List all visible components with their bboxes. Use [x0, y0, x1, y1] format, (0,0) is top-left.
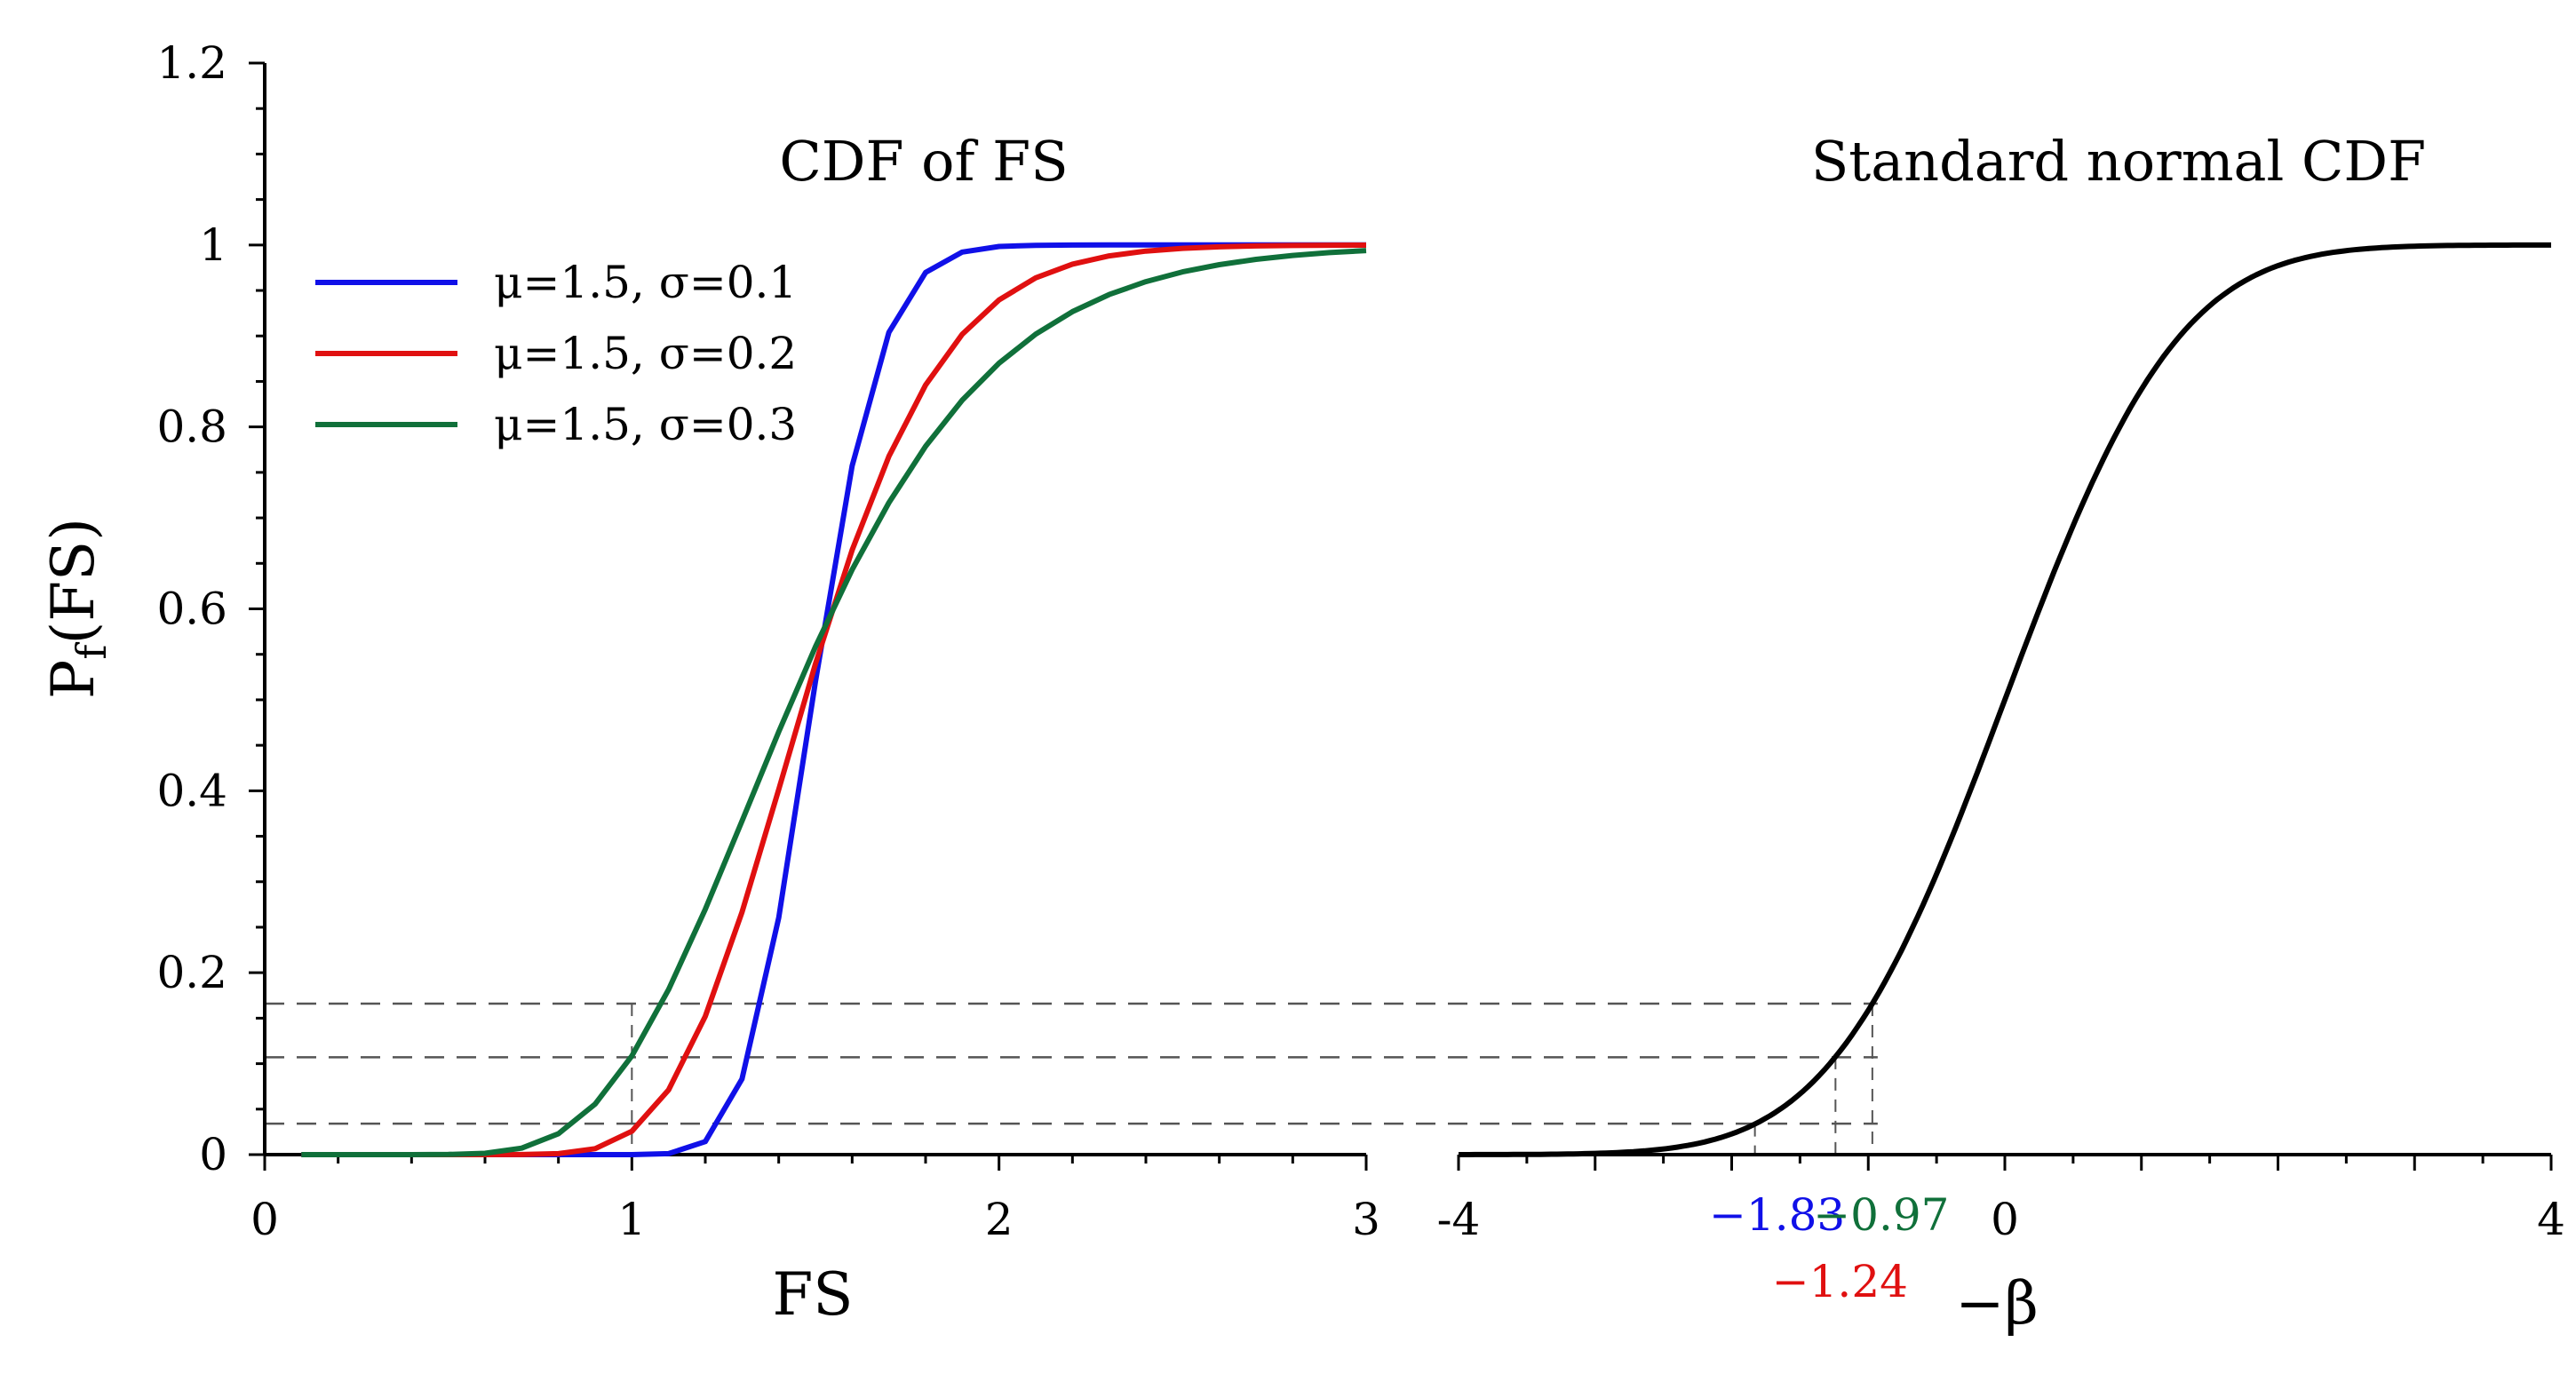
y-axis-title-main: P: [39, 660, 107, 699]
left-chart: 0 0.2 0.4 0.6 0.8 1 1.2 0 1 2 3 CDF of FS FS Pf(FS…: [39, 37, 1380, 1329]
legend-label-2: μ=1.5, σ=0.2: [494, 328, 797, 379]
y-tick-label: 0.2: [156, 947, 227, 998]
right-x-axis-title: −β: [1955, 1269, 2038, 1338]
right-chart-title: Standard normal CDF: [1811, 129, 2426, 194]
beta-annotation-2: −0.97: [1813, 1189, 1949, 1241]
y-tick-label: 1: [199, 219, 227, 271]
left-x-axis-title: FS: [772, 1260, 853, 1329]
beta-annotations: −1.83−0.97 −1.24: [1709, 1189, 1949, 1307]
legend-label-1: μ=1.5, σ=0.1: [494, 257, 797, 308]
y-tick-label: 0: [199, 1129, 227, 1180]
standard-normal-curve: [1459, 242, 2551, 1157]
right-series-group: [1459, 242, 2551, 1157]
legend: μ=1.5, σ=0.1 μ=1.5, σ=0.2 μ=1.5, σ=0.3: [315, 257, 797, 450]
right-ticks: -4 0 4: [1437, 1155, 2565, 1245]
x-tick-label: 3: [1352, 1194, 1380, 1245]
x-tick-label: 2: [985, 1194, 1014, 1245]
series-line-2: [301, 242, 1367, 1157]
right-x-tick-label: 4: [2537, 1194, 2565, 1245]
y-tick-label: 0.4: [156, 765, 227, 816]
guide-lines: [265, 1002, 1878, 1155]
series-line-3: [301, 248, 1367, 1157]
right-x-tick-label: 0: [1991, 1194, 2019, 1245]
y-tick-label: 1.2: [156, 37, 227, 89]
y-axis-title-subscript: f: [68, 642, 115, 660]
left-y-axis-title: Pf(FS): [39, 518, 115, 699]
y-axis-title-rest: (FS): [39, 518, 107, 645]
left-series-group: [301, 242, 1367, 1157]
y-tick-label: 0.8: [156, 401, 227, 453]
left-ticks: 0 0.2 0.4 0.6 0.8 1 1.2 0 1 2 3: [156, 37, 1379, 1245]
right-chart: -4 0 4 Standard normal CDF −β −1.83−0.97−1…: [1437, 129, 2565, 1338]
left-chart-title: CDF of FS: [779, 129, 1068, 194]
legend-label-3: μ=1.5, σ=0.3: [494, 399, 797, 450]
right-x-tick-label: -4: [1437, 1194, 1481, 1245]
beta-annotation-3: −1.24: [1772, 1256, 1908, 1307]
x-tick-label: 0: [250, 1194, 279, 1245]
y-tick-label: 0.6: [156, 584, 227, 635]
series-line-1: [301, 242, 1366, 1157]
x-tick-label: 1: [617, 1194, 646, 1245]
beta-annotation-1: −1.83: [1709, 1189, 1845, 1241]
